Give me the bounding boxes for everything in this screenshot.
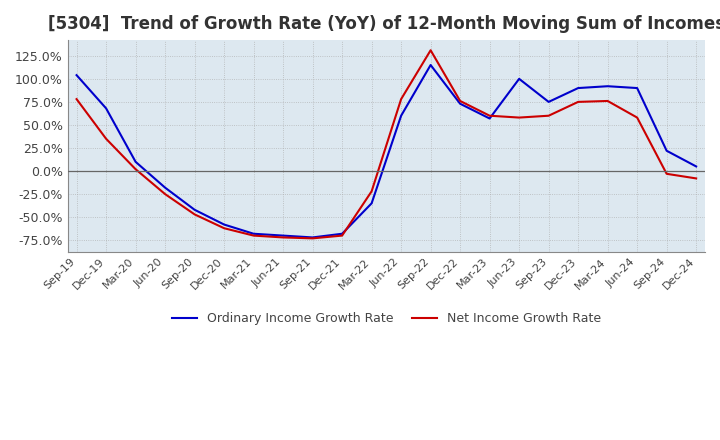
Ordinary Income Growth Rate: [308, 235, 317, 240]
Ordinary Income Growth Rate: [220, 222, 228, 227]
Legend: Ordinary Income Growth Rate, Net Income Growth Rate: Ordinary Income Growth Rate, Net Income …: [167, 307, 606, 330]
Net Income Growth Rate: [249, 233, 258, 238]
Net Income Growth Rate: [131, 167, 140, 172]
Ordinary Income Growth Rate: [456, 101, 464, 106]
Net Income Growth Rate: [544, 113, 553, 118]
Ordinary Income Growth Rate: [574, 85, 582, 91]
Ordinary Income Growth Rate: [161, 185, 169, 190]
Ordinary Income Growth Rate: [515, 76, 523, 81]
Net Income Growth Rate: [662, 171, 671, 176]
Net Income Growth Rate: [308, 236, 317, 241]
Net Income Growth Rate: [72, 96, 81, 102]
Ordinary Income Growth Rate: [544, 99, 553, 105]
Net Income Growth Rate: [633, 115, 642, 120]
Ordinary Income Growth Rate: [338, 231, 346, 236]
Net Income Growth Rate: [279, 235, 287, 240]
Net Income Growth Rate: [397, 96, 405, 102]
Ordinary Income Growth Rate: [279, 233, 287, 238]
Ordinary Income Growth Rate: [485, 116, 494, 121]
Net Income Growth Rate: [367, 189, 376, 194]
Ordinary Income Growth Rate: [397, 113, 405, 118]
Line: Net Income Growth Rate: Net Income Growth Rate: [76, 50, 696, 238]
Ordinary Income Growth Rate: [131, 159, 140, 165]
Net Income Growth Rate: [485, 113, 494, 118]
Ordinary Income Growth Rate: [102, 106, 110, 111]
Ordinary Income Growth Rate: [426, 62, 435, 68]
Ordinary Income Growth Rate: [367, 201, 376, 206]
Ordinary Income Growth Rate: [603, 84, 612, 89]
Ordinary Income Growth Rate: [692, 164, 701, 169]
Net Income Growth Rate: [220, 226, 228, 231]
Net Income Growth Rate: [190, 212, 199, 217]
Net Income Growth Rate: [603, 98, 612, 103]
Net Income Growth Rate: [456, 98, 464, 103]
Ordinary Income Growth Rate: [633, 85, 642, 91]
Net Income Growth Rate: [161, 191, 169, 197]
Line: Ordinary Income Growth Rate: Ordinary Income Growth Rate: [76, 65, 696, 238]
Net Income Growth Rate: [102, 136, 110, 141]
Net Income Growth Rate: [426, 48, 435, 53]
Ordinary Income Growth Rate: [249, 231, 258, 236]
Net Income Growth Rate: [574, 99, 582, 105]
Title: [5304]  Trend of Growth Rate (YoY) of 12-Month Moving Sum of Incomes: [5304] Trend of Growth Rate (YoY) of 12-…: [48, 15, 720, 33]
Ordinary Income Growth Rate: [662, 148, 671, 154]
Net Income Growth Rate: [338, 233, 346, 238]
Ordinary Income Growth Rate: [190, 207, 199, 213]
Net Income Growth Rate: [692, 176, 701, 181]
Ordinary Income Growth Rate: [72, 73, 81, 78]
Net Income Growth Rate: [515, 115, 523, 120]
